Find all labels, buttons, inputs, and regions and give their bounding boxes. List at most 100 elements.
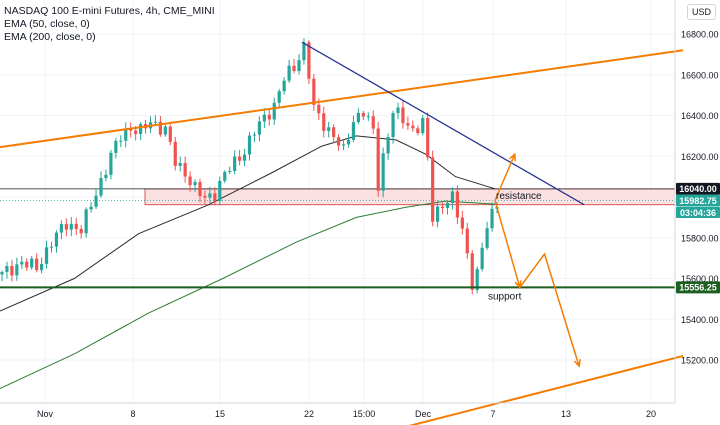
drawings: resistance support <box>0 41 684 425</box>
candle-body <box>376 128 380 191</box>
x-tick-label: Nov <box>37 409 54 419</box>
candle-body <box>366 116 370 118</box>
candle-body <box>490 208 494 229</box>
candle-body <box>168 126 172 142</box>
x-tick-label: 8 <box>130 409 135 419</box>
candle-body <box>475 269 479 290</box>
level-price-tag: 16040.00 <box>679 184 717 194</box>
candle-body <box>79 228 83 234</box>
candle-body <box>228 171 232 173</box>
ema200-legend: EMA (200, close, 0) <box>4 31 96 43</box>
countdown-tag-bg <box>676 207 720 219</box>
candle-body <box>104 174 108 179</box>
candle-body <box>238 156 242 161</box>
projection-arrowhead <box>514 280 522 290</box>
y-tick-label: 16400.00 <box>681 111 719 121</box>
candle-body <box>455 191 459 218</box>
ema50-line <box>0 135 496 312</box>
candle-body <box>10 266 14 276</box>
candle-body <box>381 153 385 191</box>
y-tick-label: 15400.00 <box>681 315 719 325</box>
candle-body <box>297 60 301 72</box>
candle-body <box>445 202 450 208</box>
candle-body <box>203 195 207 198</box>
candle-body <box>480 247 484 270</box>
candle-body <box>426 118 430 158</box>
x-tick-label: Dec <box>415 409 432 419</box>
candle-body <box>327 127 331 131</box>
chart-legend: NASDAQ 100 E-mini Futures, 4h, CME_MINI … <box>4 5 215 44</box>
candle-body <box>277 91 281 103</box>
candle-body <box>49 246 54 248</box>
candle-body <box>292 65 296 72</box>
candle-body <box>59 224 63 233</box>
level-price-tag-bg <box>676 182 720 195</box>
candle-body <box>257 121 261 135</box>
candle-body <box>0 271 4 275</box>
candle-body <box>287 65 291 81</box>
candle-body <box>69 223 73 230</box>
candle-body <box>218 180 222 202</box>
last-price-tag: 15982.75 <box>679 196 717 206</box>
x-tick-label: 13 <box>561 409 571 419</box>
candle-body <box>332 127 336 138</box>
lower-channel-line <box>408 354 684 425</box>
projection-arrowhead <box>573 359 581 368</box>
candle-body <box>99 178 103 196</box>
candle-body <box>391 113 395 138</box>
candle-body <box>114 140 118 153</box>
candle-body <box>208 193 212 198</box>
y-tick-label: 16800.00 <box>681 30 719 40</box>
x-tick-label: 20 <box>646 409 656 419</box>
resistance-label: resistance <box>496 191 542 202</box>
y-tick-label: 15200.00 <box>681 356 719 366</box>
candle-body <box>158 121 162 135</box>
candle-body <box>40 263 44 271</box>
candle-body <box>460 217 464 229</box>
candle-body <box>396 107 400 114</box>
candle-body <box>431 157 435 222</box>
candle-body <box>30 258 34 268</box>
candle-body <box>20 261 24 265</box>
y-tick-label: 15600.00 <box>681 274 719 284</box>
candle-body <box>416 128 420 134</box>
candle-body <box>84 209 88 234</box>
candle-body <box>94 195 98 207</box>
candle-body <box>25 261 29 268</box>
candle-body <box>262 114 266 122</box>
candle-body <box>436 206 440 222</box>
support-price-tag: 15556.25 <box>679 283 717 293</box>
candle-body <box>337 137 341 146</box>
y-tick-label: 16200.00 <box>681 152 719 162</box>
alt-projection-arrowhead <box>509 152 516 162</box>
candle-body <box>119 140 123 142</box>
x-tick-label: 22 <box>304 409 314 419</box>
ema50-legend: EMA (50, close, 0) <box>4 18 90 30</box>
candle-body <box>317 104 321 114</box>
candle-body <box>64 224 68 230</box>
candle-body <box>213 193 217 202</box>
candle-body <box>401 107 405 124</box>
candle-body <box>386 137 390 154</box>
candle-body <box>89 206 93 210</box>
candle-body <box>139 124 143 134</box>
candle-body <box>242 154 247 161</box>
candle-body <box>282 80 286 92</box>
candle-body <box>465 228 469 254</box>
candle-body <box>193 182 197 186</box>
currency-button[interactable]: USD <box>686 4 716 20</box>
candle-body <box>312 78 316 105</box>
candle-body <box>371 116 375 129</box>
alt-projection-path <box>494 153 516 201</box>
candle-body <box>267 114 271 120</box>
candle-body <box>188 176 192 186</box>
y-tick-label: 16600.00 <box>681 70 719 80</box>
candle-body <box>361 112 365 117</box>
price-tags: 16040.00 15982.75 03:04:36 15556.25 <box>676 182 720 294</box>
candle-body <box>233 156 237 172</box>
candle-body <box>450 191 455 203</box>
symbol-title: NASDAQ 100 E-mini Futures, 4h, CME_MINI <box>4 5 215 17</box>
candle-body <box>406 123 410 126</box>
candle-body <box>485 228 489 248</box>
